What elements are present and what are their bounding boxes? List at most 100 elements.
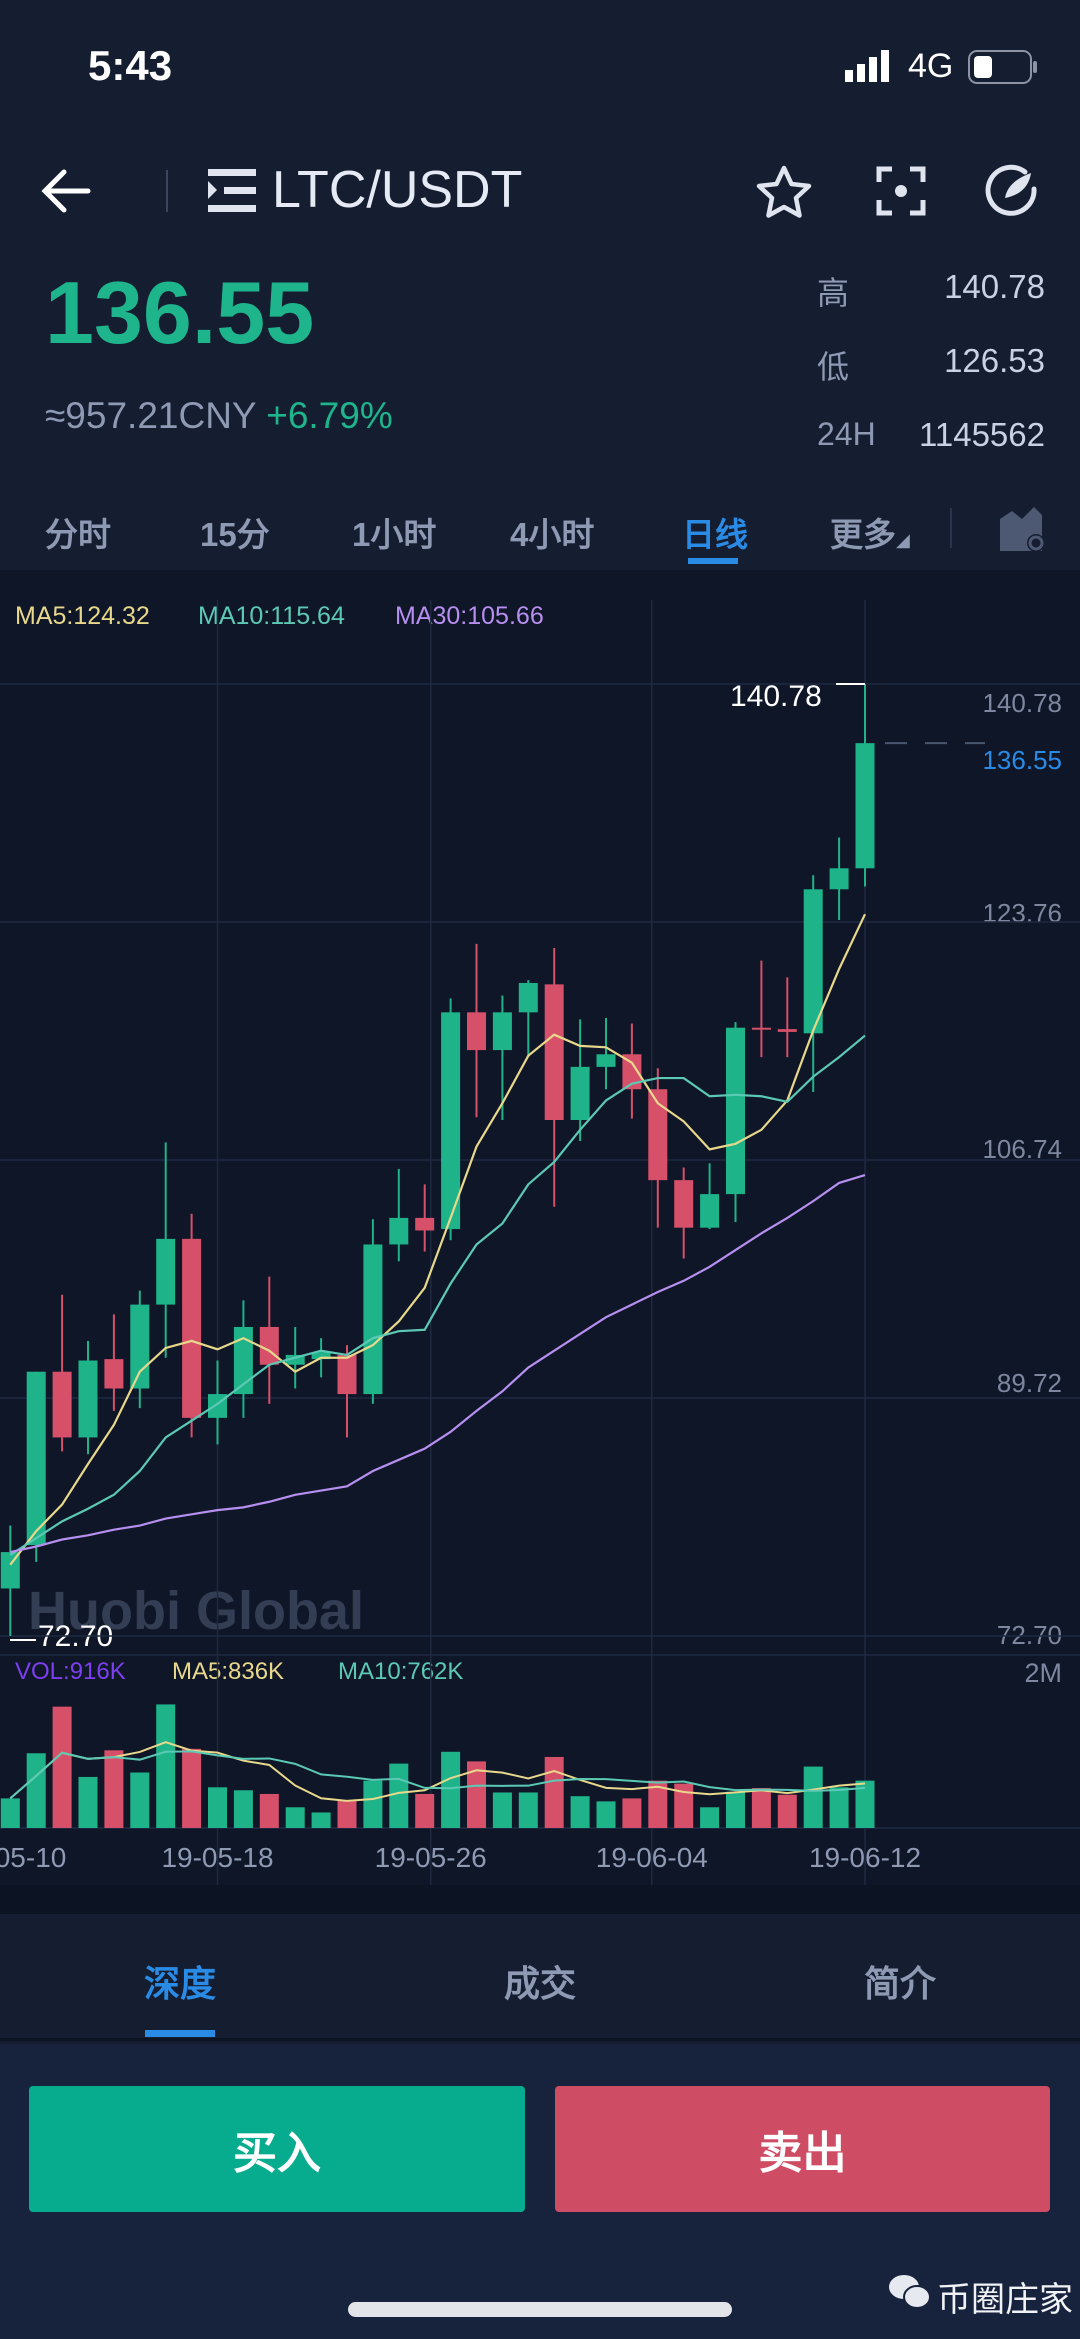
candle-body (674, 1180, 694, 1228)
low-label: 低 (817, 349, 850, 385)
candle-body (700, 1194, 720, 1228)
watermark-logo: Huobi Global (28, 1581, 364, 1641)
vol-legend: VOL:916K (15, 1658, 126, 1685)
candle-body (855, 743, 875, 869)
candle-body (622, 1054, 642, 1090)
back-arrow-icon[interactable] (40, 168, 92, 219)
volume-bar (803, 1766, 823, 1828)
candle-body (104, 1359, 124, 1389)
header-area (0, 0, 1080, 570)
candle-body (518, 982, 538, 1013)
chart-area[interactable] (0, 570, 1080, 1885)
tab-info[interactable]: 简介 (863, 1963, 936, 2004)
change-percent: +6.79% (266, 395, 393, 436)
cny-price: ≈957.21CNY +6.79% (45, 395, 393, 437)
volume-bar (0, 1798, 20, 1828)
ma30-line (10, 1174, 866, 1554)
volume-bar (467, 1761, 486, 1828)
candle-body (337, 1354, 357, 1395)
tab-timeshare[interactable]: 分时 (45, 516, 111, 553)
share-icon[interactable] (985, 164, 1039, 223)
volume-bar (544, 1756, 564, 1828)
low-value: 126.53 (944, 342, 1045, 379)
wechat-icon (888, 2272, 932, 2317)
signal-icon (845, 50, 895, 87)
vol-ma5-legend: MA5:836K (172, 1658, 285, 1685)
candle-body (233, 1326, 253, 1395)
volume-bar (596, 1801, 616, 1828)
candle-body (259, 1326, 279, 1365)
candle-body (0, 1552, 20, 1589)
menu-icon[interactable] (208, 169, 258, 218)
y-tick: 123.76 (982, 898, 1062, 928)
y-tick: 89.72 (996, 1368, 1062, 1398)
candle-body (467, 1012, 486, 1051)
volume-label: 24H (817, 416, 876, 452)
volume-bar (726, 1791, 745, 1828)
candle-body (596, 1054, 616, 1067)
battery-icon (968, 50, 1038, 89)
tab-depth[interactable]: 深度 (143, 1963, 216, 2004)
candle-body (803, 889, 823, 1034)
sell-button[interactable]: 卖出 (555, 2086, 1050, 2212)
candle-body (751, 1027, 771, 1030)
chart-settings-icon[interactable] (998, 505, 1048, 558)
tab-1hour[interactable]: 1小时 (352, 516, 437, 553)
y-tick: 72.70 (996, 1620, 1062, 1650)
candle-body (311, 1352, 331, 1360)
home-indicator[interactable] (348, 2302, 732, 2317)
volume-bar (156, 1704, 176, 1828)
scan-icon[interactable] (876, 166, 926, 221)
volume-bar (751, 1788, 771, 1828)
cny-value: ≈957.21CNY (45, 395, 256, 436)
active-tab-indicator (688, 558, 738, 564)
buy-button[interactable]: 买入 (29, 2086, 525, 2212)
candle-body (415, 1217, 435, 1231)
active-tab-indicator (145, 2030, 215, 2037)
divider (950, 508, 952, 548)
status-time: 5:43 (88, 42, 173, 89)
tab-15min[interactable]: 15分 (200, 516, 270, 553)
volume-bar (518, 1792, 538, 1828)
volume-bar (829, 1787, 849, 1828)
network-label: 4G (908, 47, 954, 85)
volume-bar (52, 1706, 72, 1828)
volume-bar (389, 1763, 409, 1828)
candle-body (570, 1066, 590, 1121)
tab-daily[interactable]: 日线 (682, 516, 748, 553)
caret-icon: ◢ (896, 530, 910, 550)
tab-trades[interactable]: 成交 (503, 1963, 576, 2004)
account-watermark: 币圈庄家 (937, 2281, 1073, 2319)
volume-bar (311, 1812, 331, 1828)
volume-bar (130, 1772, 150, 1828)
high-label: 高 (817, 275, 850, 311)
ma5-line (9, 913, 866, 1566)
candle-body (26, 1371, 46, 1546)
volume-bar (441, 1751, 461, 1828)
candle-body (130, 1304, 150, 1389)
ma30-legend: MA30:105.66 (395, 602, 544, 630)
volume-bar (26, 1753, 46, 1828)
candle-body (285, 1354, 305, 1365)
volume-bar (104, 1750, 124, 1828)
tab-more[interactable]: 更多◢ (830, 508, 910, 556)
volume-bar (674, 1783, 694, 1828)
volume-bar (700, 1807, 720, 1828)
ma10-legend: MA10:115.64 (198, 602, 345, 630)
candle-body (156, 1238, 176, 1305)
candle-body (648, 1089, 668, 1181)
star-icon[interactable] (755, 164, 813, 225)
candle-body (363, 1244, 383, 1395)
candle-body (544, 984, 564, 1121)
volume-bar (648, 1780, 668, 1828)
volume-bar (363, 1780, 383, 1828)
tab-4hour[interactable]: 4小时 (510, 516, 595, 553)
pair-title[interactable]: LTC/USDT (272, 161, 523, 219)
vol-ma10-line (9, 1750, 866, 1800)
volume-value: 1145562 (918, 416, 1045, 453)
max-price-label: 140.78 (730, 680, 822, 713)
volume-bar (777, 1794, 797, 1828)
last-price-axis-label: 136.55 (982, 745, 1062, 775)
bottom-tabs (0, 1914, 1080, 2041)
